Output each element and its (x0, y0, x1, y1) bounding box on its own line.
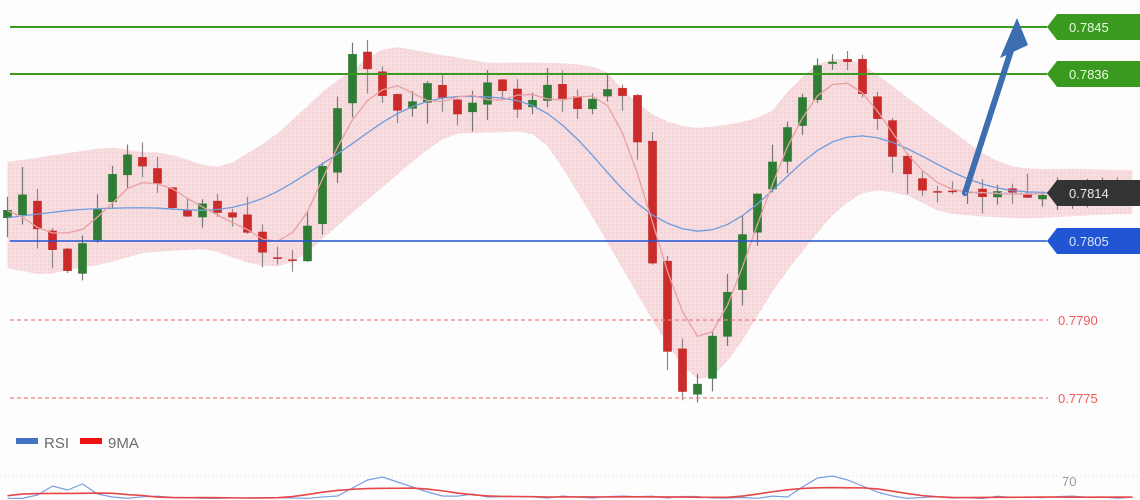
svg-text:RSI: RSI (44, 435, 69, 452)
svg-text:0.7790: 0.7790 (1058, 313, 1098, 328)
svg-text:0.7775: 0.7775 (1058, 391, 1098, 406)
svg-text:0.7845: 0.7845 (1069, 20, 1109, 35)
svg-text:0.7814: 0.7814 (1069, 186, 1109, 201)
svg-text:70: 70 (1062, 474, 1076, 489)
svg-text:0.7805: 0.7805 (1069, 234, 1109, 249)
svg-text:0.7836: 0.7836 (1069, 67, 1109, 82)
svg-text:9MA: 9MA (108, 435, 139, 452)
